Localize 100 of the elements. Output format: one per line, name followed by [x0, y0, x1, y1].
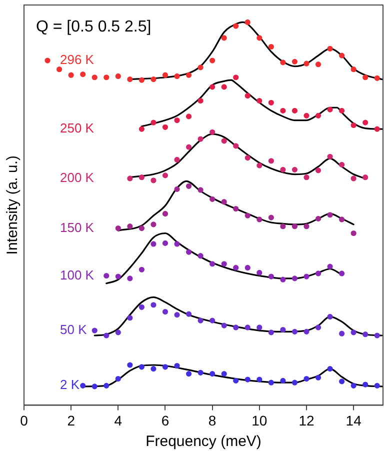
point [174, 156, 180, 163]
chart-title: Q = [0.5 0.5 2.5] [36, 18, 152, 36]
point [304, 376, 310, 382]
point [327, 212, 333, 218]
point [210, 196, 216, 202]
point [127, 362, 133, 368]
point [244, 155, 250, 161]
point [150, 241, 156, 247]
point [268, 214, 274, 220]
point [280, 326, 286, 333]
point [280, 378, 286, 384]
point [44, 58, 50, 64]
point [244, 264, 250, 271]
point [186, 249, 192, 255]
point [292, 328, 298, 334]
point [256, 376, 262, 382]
point [327, 314, 333, 320]
point [138, 225, 145, 232]
point [233, 206, 239, 212]
point [138, 77, 145, 83]
point [256, 270, 262, 276]
point [174, 312, 180, 318]
point [339, 330, 345, 336]
point [304, 328, 310, 334]
point [198, 253, 204, 259]
point [115, 73, 121, 80]
point [150, 178, 156, 184]
point [127, 315, 133, 321]
point [244, 212, 250, 218]
point [210, 261, 216, 267]
point [350, 382, 356, 388]
point [80, 72, 86, 78]
series-label: 100 K [60, 267, 94, 282]
point [304, 274, 310, 280]
point [162, 172, 168, 178]
point [268, 380, 274, 386]
point [350, 176, 356, 182]
point [280, 224, 286, 230]
point [210, 129, 216, 135]
point [244, 19, 250, 26]
point [198, 136, 204, 142]
point [186, 144, 192, 150]
point [292, 108, 298, 114]
series-label: 2 K [60, 377, 80, 392]
point [198, 187, 204, 193]
point [150, 222, 156, 228]
point [104, 332, 110, 338]
x-tick-label: 2 [67, 412, 76, 428]
point [186, 370, 192, 377]
point [68, 72, 74, 78]
point [174, 362, 180, 369]
point [350, 66, 356, 72]
point [292, 380, 298, 386]
point [80, 382, 86, 388]
series-label: 150 K [60, 220, 94, 235]
point [315, 270, 322, 276]
point [115, 225, 121, 232]
point [339, 108, 345, 114]
point [339, 52, 345, 58]
point [174, 241, 180, 247]
point [280, 60, 286, 66]
point [362, 332, 368, 338]
point [268, 100, 274, 106]
point [244, 376, 250, 382]
point [127, 176, 133, 182]
point [221, 138, 227, 144]
point [315, 216, 322, 222]
point [150, 76, 156, 82]
point [362, 382, 368, 388]
point [327, 106, 333, 112]
point [150, 366, 156, 372]
point [268, 158, 274, 164]
point [292, 276, 298, 282]
series-label: 50 K [60, 322, 88, 338]
point [138, 174, 145, 180]
point [186, 183, 192, 189]
point [233, 324, 239, 330]
point [268, 44, 274, 50]
point [174, 117, 180, 124]
x-tick-label: 10 [252, 412, 268, 428]
point [127, 276, 133, 282]
point [304, 224, 310, 230]
point [362, 174, 368, 180]
point [150, 120, 156, 126]
point [162, 210, 168, 217]
point [280, 276, 286, 282]
point [315, 168, 322, 174]
point [210, 370, 216, 377]
point [304, 174, 310, 180]
point [292, 58, 298, 64]
point [339, 378, 345, 384]
point [138, 364, 145, 370]
x-tick-label: 12 [298, 412, 314, 428]
point [233, 74, 239, 80]
point [221, 370, 227, 377]
x-tick-label: 6 [161, 412, 170, 428]
point [256, 324, 262, 330]
point [315, 324, 322, 330]
point [162, 72, 168, 78]
point [186, 311, 192, 317]
